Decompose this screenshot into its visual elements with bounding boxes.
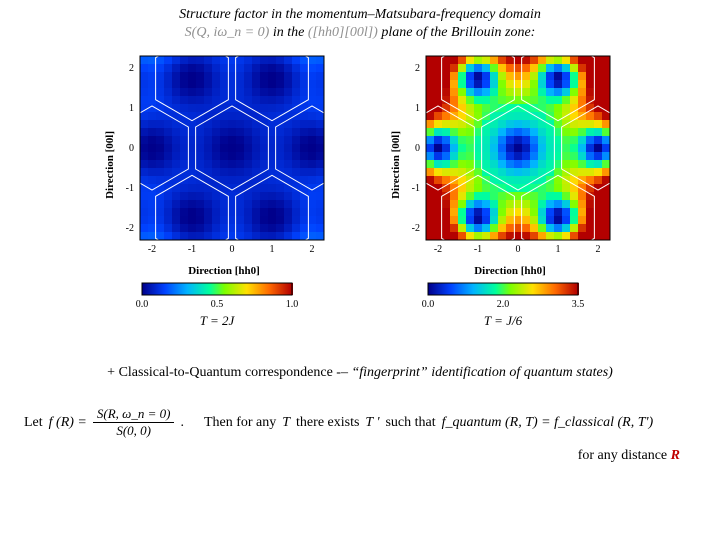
xlabel-left: Direction [hh0] [188,265,260,277]
colorbar-left: 0.0 0.5 1.0 [132,281,302,311]
title-mid: in the [269,25,308,40]
frac-den: S(0, 0) [116,423,151,438]
svg-text:0: 0 [415,143,420,154]
final-prefix: for any distance [578,448,671,463]
svg-text:-2: -2 [434,244,442,255]
svg-text:0: 0 [516,244,521,255]
correspondence-line: + Classical-to-Quantum correspondence -–… [0,365,720,381]
frac-num: S(R, ω_n = 0) [93,407,175,423]
corr-text1: Classical-to-Quantum correspondence [119,365,333,380]
ylabel-right: Direction [00l] [390,131,402,199]
svg-text:1.0: 1.0 [286,299,299,310]
svg-text:-1: -1 [126,183,134,194]
period: . [180,415,184,431]
T: T [282,415,290,431]
svg-text:3.5: 3.5 [572,299,585,310]
then-for: Then for any [204,415,276,431]
svg-text:-2: -2 [412,223,420,234]
svg-text:2: 2 [415,63,420,74]
colorbar-right: 0.0 2.0 3.5 [418,281,588,311]
title-line1: Structure factor in the momentum–Matsuba… [20,6,700,24]
svg-text:1: 1 [556,244,561,255]
fR: f (R) = [49,415,87,431]
svg-text:-1: -1 [188,244,196,255]
xlabel-right: Direction [hh0] [474,265,546,277]
such: such that [385,415,435,431]
fq: f_quantum (R, T) = f_classical (R, T') [442,415,654,431]
title-tail: plane of the Brillouin zone: [378,25,535,40]
corr-quote: “fingerprint” identification of quantum … [351,365,612,380]
svg-text:0.0: 0.0 [422,299,435,310]
cbar-caption-right: T = J/6 [484,313,522,329]
title-sq: S(Q, iω_n = 0) [185,25,270,40]
svg-text:2.0: 2.0 [497,299,510,310]
fraction: S(R, ω_n = 0) S(0, 0) [93,407,175,437]
svg-text:0: 0 [230,244,235,255]
plot-right: Direction [00l] -2 -2 -1 -1 0 0 1 1 2 2 Direction… [390,52,616,329]
svg-text:0.0: 0.0 [136,299,149,310]
theorem-line: Let f (R) = S(R, ω_n = 0) S(0, 0) . Then… [24,407,696,437]
exists: there exists [296,415,359,431]
final-line: for any distance R [0,448,680,464]
plot-left: Direction [00l] -2 -2 -1 -1 0 0 1 1 2 2 Direction… [104,52,330,329]
final-R: R [671,448,680,463]
svg-text:0: 0 [129,143,134,154]
cbar-caption-left: T = 2J [200,313,235,329]
ylabel-left: Direction [00l] [104,131,116,199]
svg-text:-2: -2 [148,244,156,255]
Tprime: T ' [365,415,379,431]
svg-text:2: 2 [129,63,134,74]
svg-text:-2: -2 [126,223,134,234]
svg-text:1: 1 [270,244,275,255]
svg-text:1: 1 [129,103,134,114]
svg-text:1: 1 [415,103,420,114]
svg-text:2: 2 [310,244,315,255]
corr-bullet: + [107,365,118,380]
svg-text:2: 2 [596,244,601,255]
svg-text:0.5: 0.5 [211,299,224,310]
title-line2: S(Q, iω_n = 0) in the ([hh0][00l]) plane… [20,24,700,42]
svg-text:-1: -1 [474,244,482,255]
title-plane: ([hh0][00l]) [308,25,378,40]
heatmap-right: -2 -2 -1 -1 0 0 1 1 2 2 [404,52,616,264]
svg-text:-1: -1 [412,183,420,194]
plots-row: Direction [00l] -2 -2 -1 -1 0 0 1 1 2 2 Direction… [0,52,720,329]
corr-dash: -– [333,365,352,380]
let: Let [24,415,43,431]
heatmap-left: -2 -2 -1 -1 0 0 1 1 2 2 [118,52,330,264]
